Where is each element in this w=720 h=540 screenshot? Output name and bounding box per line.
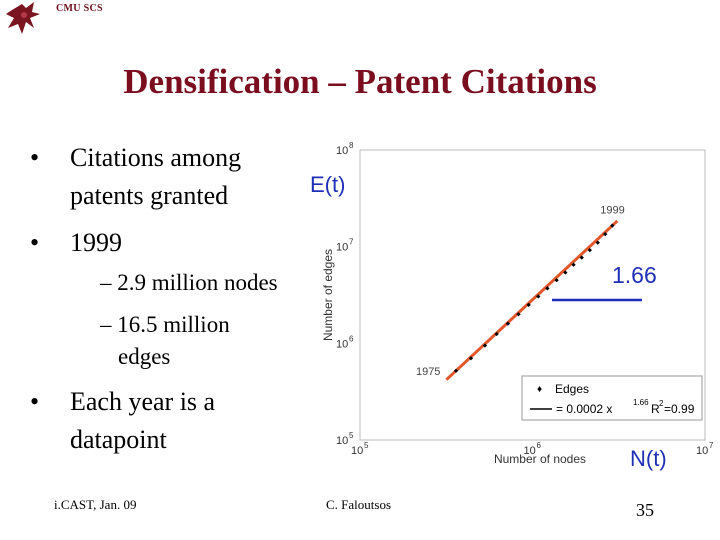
footer-author: C. Faloutsos [326,497,392,512]
footer-venue: i.CAST, Jan. 09 [54,497,137,512]
annotation-e-of-t: E(t) [310,172,345,197]
page-number: 35 [636,500,654,520]
legend-fit-formula: = 0.0002 x [556,402,612,416]
x-tick-label: 10 [351,445,363,457]
header-label: CMU SCS [56,3,103,14]
slide-title: Densification – Patent Citations [123,62,597,101]
bullet-citations-line1: Citations among [70,143,242,172]
data-point [579,255,584,260]
bullet-datapoint-line2: datapoint [70,425,167,454]
annotation-n-of-t: N(t) [630,446,667,471]
bullet-dot: • [30,228,40,257]
data-point [571,262,576,267]
point-label-1999: 1999 [600,205,624,217]
plot-frame [359,149,706,441]
bullet-dot: • [30,387,40,416]
data-point [610,223,615,228]
point-label-1975: 1975 [416,366,440,378]
y-tick-exponent: 5 [349,431,354,440]
cmu-griffin-logo [6,2,40,34]
y-tick-exponent: 6 [349,334,354,343]
legend-edges: Edges [555,382,589,396]
legend-marker: ♦ [537,384,542,395]
sub-bullet-edges-line2: edges [118,344,171,369]
legend-r2-value: =0.99 [664,402,695,416]
fit-line [445,219,619,381]
bullet-datapoint-line1: Each year is a [70,387,216,416]
y-tick-label: 10 [336,242,348,254]
data-point [536,294,541,299]
data-point [505,321,511,326]
legend-r2-symbol: R [651,402,660,416]
sub-bullet-edges-line1: – 16.5 million [100,312,230,337]
legend: ♦ Edges = 0.0002 x 1.66 R 2 =0.99 [521,375,703,421]
y-tick-exponent: 7 [349,238,354,247]
bullet-citations-line2: patents granted [70,181,229,210]
data-point [468,356,474,361]
legend-fit-exponent: 1.66 [633,398,649,407]
data-point [563,270,568,275]
data-point [595,240,600,245]
bullet-year: 1999 [70,228,122,257]
annotation-slope: 1.66 [612,262,657,288]
y-tick-exponent: 8 [349,141,354,150]
x-tick-exponent: 6 [537,441,542,450]
x-tick-exponent: 5 [364,441,369,450]
data-point [545,286,550,291]
legend-r2-exponent: 2 [659,399,664,408]
y-tick-label: 10 [336,435,348,447]
sub-bullet-nodes: – 2.9 million nodes [100,270,278,295]
x-tick-label: 10 [696,445,708,457]
data-point [587,248,592,253]
bullet-dot: • [30,143,40,172]
y-axis-label: Number of edges [321,249,335,341]
data-point [526,302,531,307]
y-tick-label: 10 [336,145,348,157]
data-point [603,231,608,237]
densification-chart: 10 5 10 6 10 710 510 610 710 8 Number of edges Nu… [310,141,714,471]
x-axis-label: Number of nodes [494,452,586,466]
y-tick-label: 10 [336,338,348,350]
x-tick-label: 10 [524,445,536,457]
x-tick-exponent: 7 [709,441,714,450]
